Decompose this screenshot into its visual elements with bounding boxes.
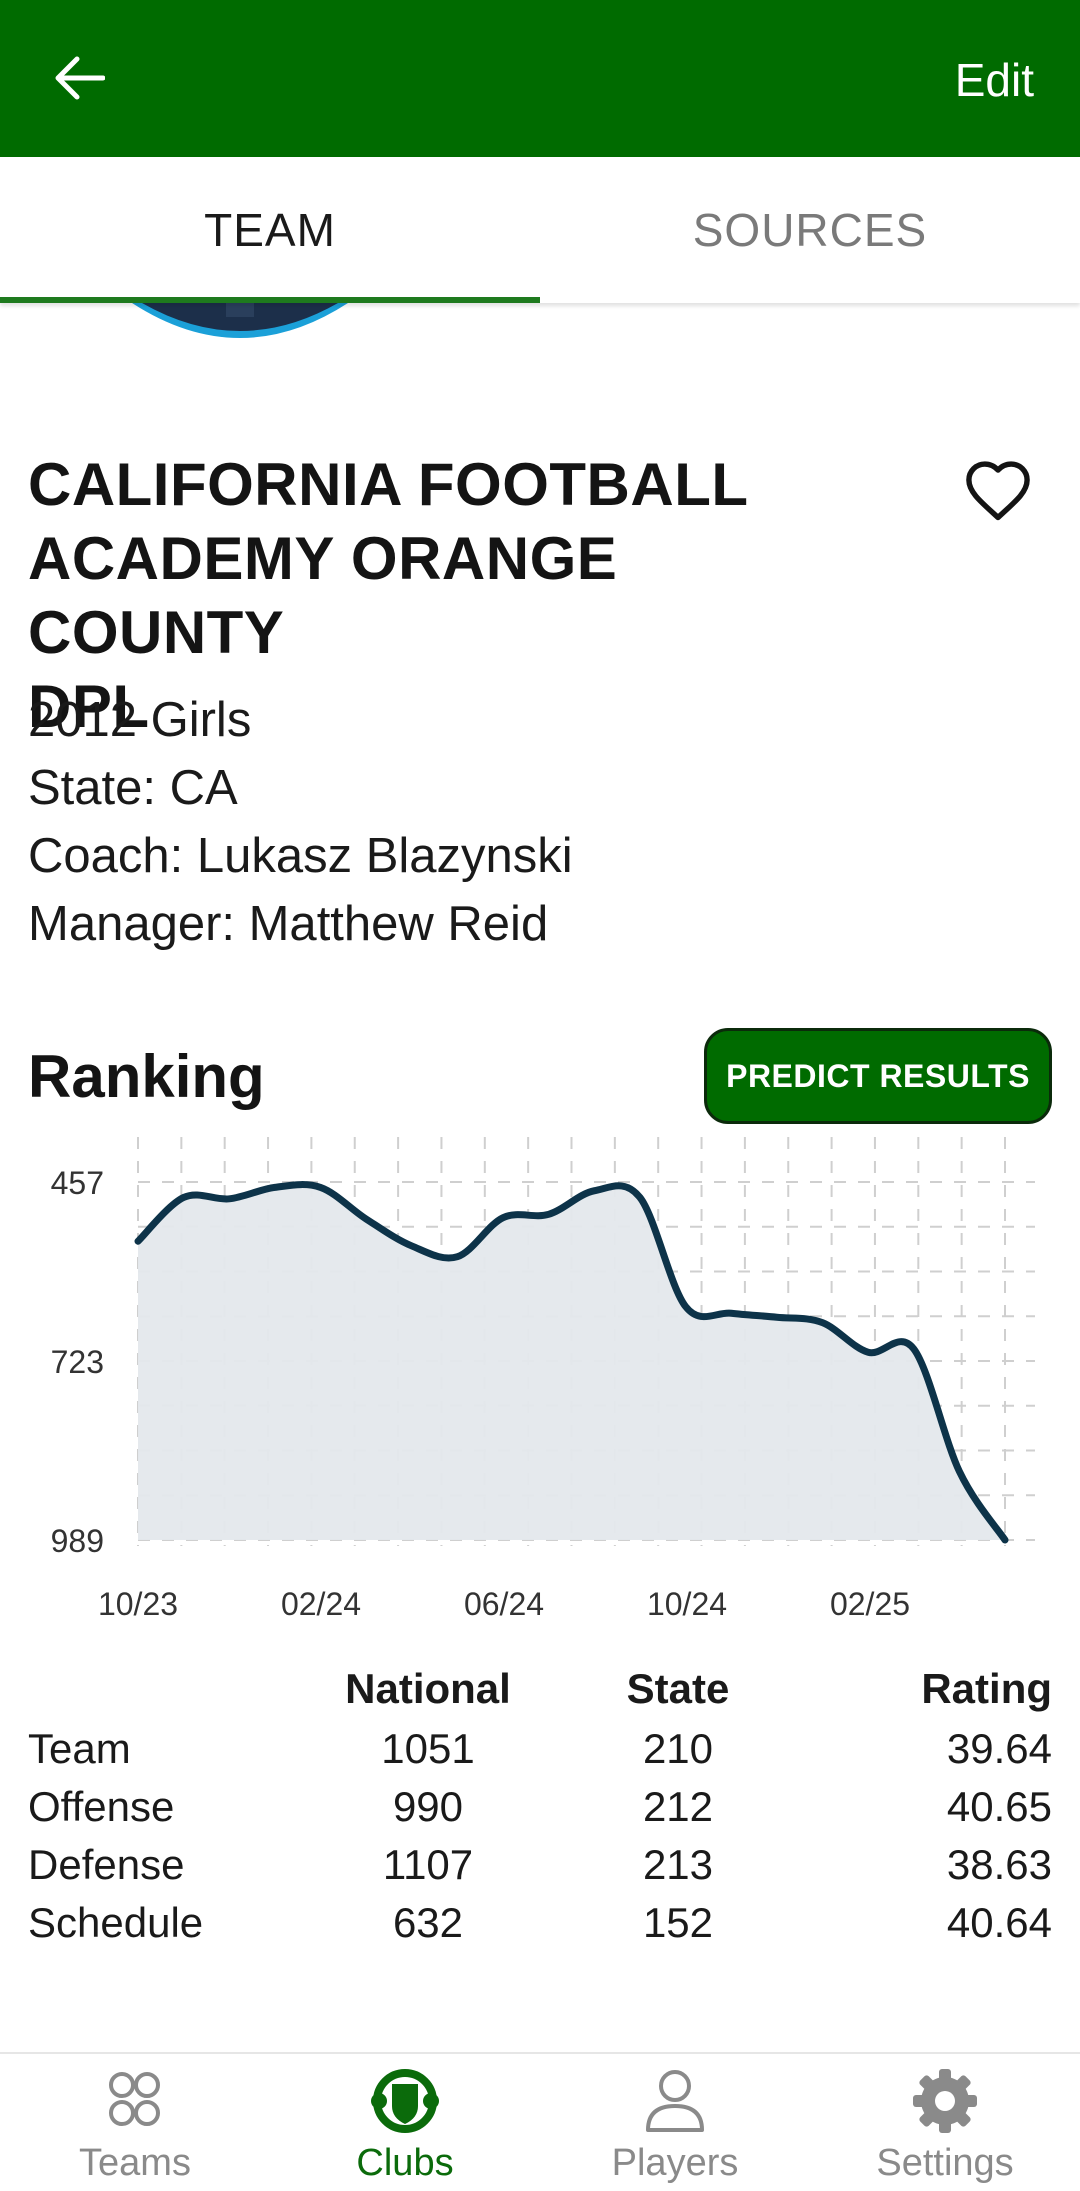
stats-state: 212 (642, 1783, 714, 1830)
team-name-line: ACADEMY ORANGE COUNTY (28, 525, 618, 666)
y-tick-label: 723 (51, 1344, 104, 1380)
x-tick-label: 06/24 (464, 1586, 544, 1622)
age-group: 2012 Girls (28, 693, 252, 747)
nav-label: Clubs (356, 2142, 454, 2184)
stats-header-national: National (345, 1665, 511, 1712)
x-tick-label: 10/24 (647, 1586, 727, 1622)
nav-teams[interactable]: Teams (0, 2054, 270, 2191)
stats-state: 213 (642, 1841, 714, 1888)
x-tick-label: 10/23 (98, 1586, 178, 1622)
stats-row-offense: Offense 990 212 40.65 (28, 1778, 1052, 1836)
favorite-button[interactable] (962, 456, 1034, 528)
stats-header-rating: Rating (921, 1665, 1052, 1712)
stats-row-team: Team 1051 210 39.64 (28, 1720, 1052, 1778)
stats-rating: 38.63 (946, 1841, 1052, 1888)
stats-national: 1051 (381, 1725, 475, 1772)
team-manager: Manager: Matthew Reid (28, 897, 549, 951)
nav-settings[interactable]: Settings (810, 2054, 1080, 2191)
ranking-chart: 457 723 989 10/23 02/24 06/24 10/24 02/25 (51, 1137, 1035, 1622)
nav-label: Settings (876, 2142, 1014, 2184)
players-icon (646, 2070, 704, 2132)
team-coach: Coach: Lukasz Blazynski (28, 829, 573, 883)
team-state: State: CA (28, 761, 238, 815)
back-button[interactable] (44, 48, 114, 108)
predict-results-button[interactable]: PREDICT RESULTS (704, 1028, 1052, 1124)
stats-row-schedule: Schedule 632 152 40.64 (28, 1894, 1052, 1952)
stats-national: 632 (392, 1899, 464, 1946)
stats-table: National State Rating Team 1051 210 39.6… (28, 1660, 1052, 1952)
heart-icon (966, 461, 1030, 521)
stats-national: 990 (392, 1783, 464, 1830)
y-tick-label: 457 (51, 1165, 104, 1201)
settings-icon (913, 2069, 977, 2133)
clubs-icon (371, 2069, 439, 2133)
ranking-title: Ranking (28, 1043, 265, 1110)
tab-bar: TEAM SOURCES (0, 157, 1080, 303)
tab-indicator (0, 297, 540, 303)
team-name-line: DPL (28, 673, 150, 740)
nav-label: Players (611, 2142, 739, 2184)
stats-rating: 40.64 (946, 1899, 1052, 1946)
ranking-line (134, 1181, 1009, 1544)
stats-row-defense: Defense 1107 213 38.63 (28, 1836, 1052, 1894)
bottom-navigation: Teams Clubs Players Settings (0, 2052, 1080, 2191)
stats-row-label: Schedule (28, 1899, 204, 1946)
x-tick-label: 02/25 (830, 1586, 910, 1622)
stats-header-row: National State Rating (28, 1660, 1052, 1720)
tab-team[interactable]: TEAM (204, 204, 336, 256)
nav-label: Teams (79, 2142, 191, 2184)
stats-header-state: State (626, 1665, 730, 1712)
club-logo (130, 303, 350, 363)
nav-players[interactable]: Players (540, 2054, 810, 2191)
tab-sources[interactable]: SOURCES (692, 204, 928, 256)
arrow-left-icon (55, 56, 105, 100)
stats-row-label: Defense (28, 1841, 185, 1888)
x-axis-labels: 10/23 02/24 06/24 10/24 02/25 (98, 1586, 910, 1622)
teams-icon (109, 2072, 160, 2126)
team-name-line: CALIFORNIA FOOTBALL (28, 451, 749, 518)
ranking-area (138, 1184, 1005, 1540)
nav-clubs[interactable]: Clubs (270, 2054, 540, 2191)
stats-row-label: Team (28, 1725, 131, 1772)
edit-button[interactable]: Edit (954, 54, 1034, 106)
stats-row-label: Offense (28, 1783, 175, 1830)
team-name: CALIFORNIA FOOTBALL ACADEMY ORANGE COUNT… (28, 448, 888, 744)
x-tick-label: 02/24 (281, 1586, 361, 1622)
stats-state: 152 (642, 1899, 714, 1946)
team-info: 2012 Girls State: CA Coach: Lukasz Blazy… (28, 686, 573, 958)
stats-national: 1107 (382, 1841, 474, 1888)
y-tick-label: 989 (51, 1523, 104, 1559)
stats-rating: 40.65 (946, 1783, 1052, 1830)
stats-rating: 39.64 (946, 1725, 1052, 1772)
stats-state: 210 (642, 1725, 714, 1772)
y-axis-labels: 457 723 989 (51, 1165, 104, 1559)
app-bar: Edit (0, 0, 1080, 157)
